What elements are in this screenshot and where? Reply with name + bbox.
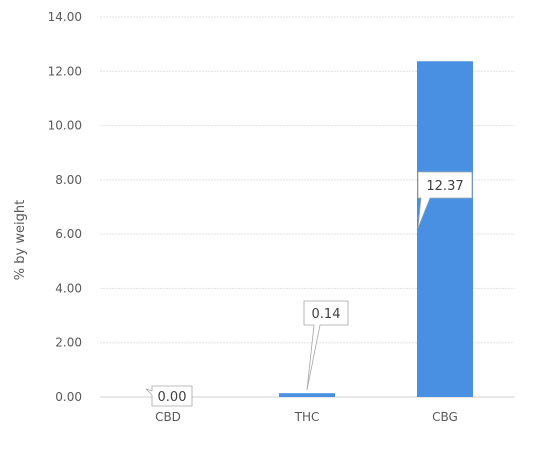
data-label-callout	[417, 171, 473, 229]
y-tick-label: 8.00	[55, 173, 82, 187]
data-label-callout	[145, 385, 193, 407]
x-category-label: THC	[294, 410, 320, 424]
data-label-cbg: 12.37	[426, 179, 463, 194]
data-label-cbd: 0.00	[158, 390, 187, 405]
y-tick-label: 10.00	[48, 119, 82, 133]
y-tick-label: 12.00	[48, 64, 82, 78]
data-labels: 0.00 0.14 12.37	[145, 171, 473, 407]
y-tick-label: 6.00	[55, 227, 82, 241]
data-label-thc: 0.14	[312, 307, 341, 322]
y-tick-label: 4.00	[55, 281, 82, 295]
x-axis-categories: CBD THC CBG	[155, 410, 458, 424]
grid-lines	[100, 16, 515, 398]
y-tick-label: 0.00	[55, 390, 82, 404]
x-category-label: CBD	[155, 410, 181, 424]
y-tick-label: 2.00	[55, 336, 82, 350]
bar-thc	[279, 393, 335, 397]
data-label-callout	[303, 300, 349, 391]
bar-cbg	[417, 61, 473, 397]
x-category-label: CBG	[432, 410, 458, 424]
bars	[279, 61, 473, 397]
y-tick-label: 14.00	[48, 10, 82, 24]
y-axis-ticks: 0.00 2.00 4.00 6.00 8.00 10.00 12.00 14.00	[48, 10, 82, 404]
y-axis-title: % by weight	[13, 200, 28, 280]
